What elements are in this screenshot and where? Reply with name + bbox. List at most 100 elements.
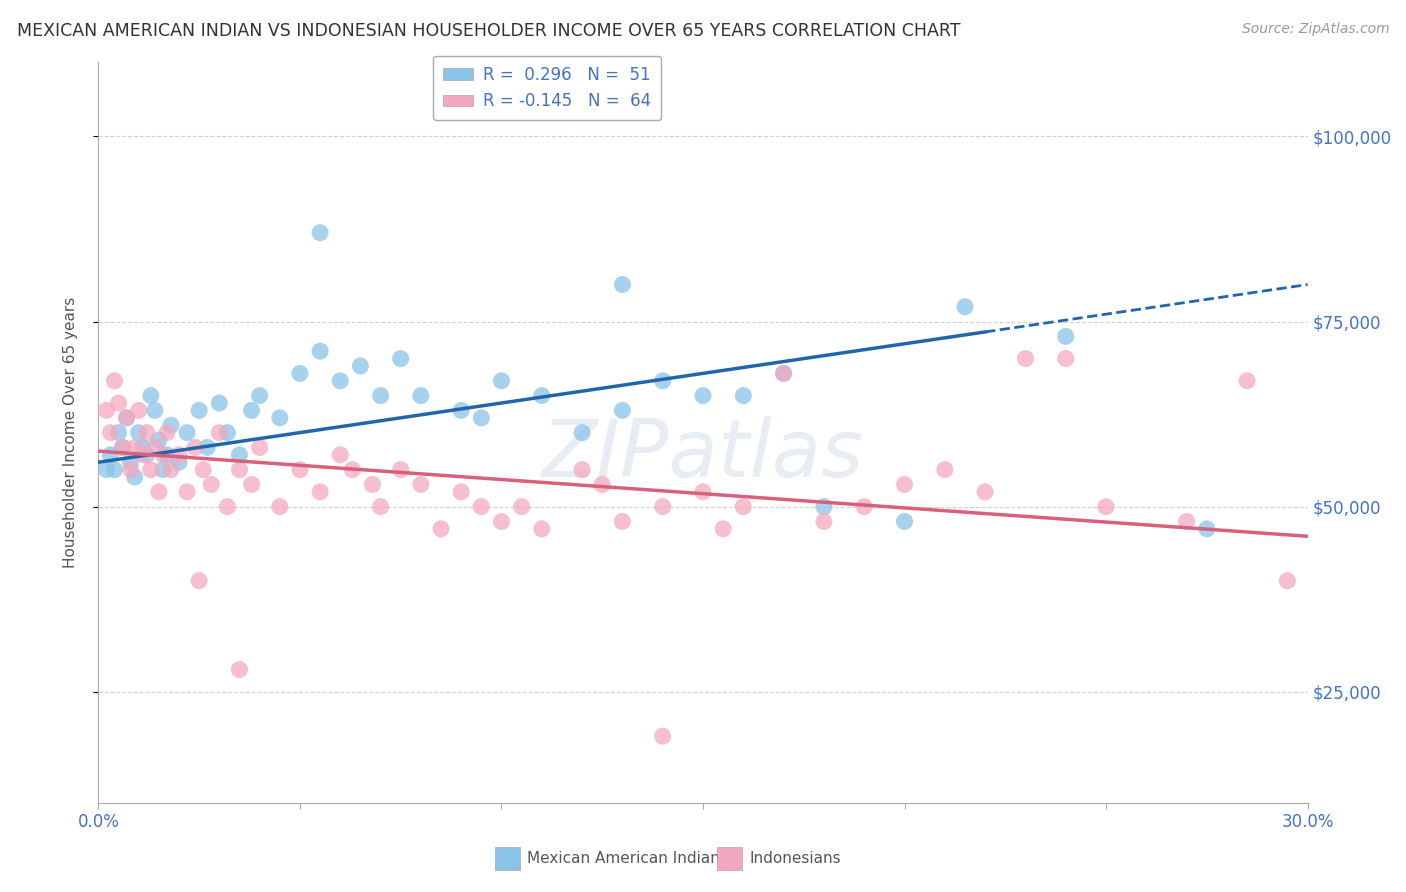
Text: Mexican American Indians: Mexican American Indians — [527, 851, 728, 865]
Point — [370, 389, 392, 403]
Point — [651, 374, 673, 388]
Point — [450, 403, 472, 417]
Point — [132, 441, 155, 455]
Point — [167, 448, 190, 462]
Y-axis label: Householder Income Over 65 years: Householder Income Over 65 years — [63, 297, 77, 568]
Point — [491, 374, 513, 388]
Point — [450, 484, 472, 499]
Point — [176, 484, 198, 499]
Point — [115, 410, 138, 425]
Point — [1054, 329, 1077, 343]
Point — [120, 455, 142, 469]
Point — [1236, 374, 1258, 388]
Point — [470, 500, 492, 514]
Point — [370, 500, 392, 514]
Point — [228, 448, 250, 462]
Point — [692, 389, 714, 403]
Point — [409, 477, 432, 491]
Point — [107, 425, 129, 440]
Point — [269, 410, 291, 425]
Point — [733, 389, 755, 403]
Point — [1095, 500, 1118, 514]
Point — [813, 500, 835, 514]
Point — [711, 522, 734, 536]
Point — [115, 410, 138, 425]
Point — [733, 500, 755, 514]
Point — [132, 448, 155, 462]
Point — [156, 448, 179, 462]
Point — [288, 367, 311, 381]
Point — [530, 389, 553, 403]
Legend: R =  0.296   N =  51, R = -0.145   N =  64: R = 0.296 N = 51, R = -0.145 N = 64 — [433, 56, 661, 120]
Point — [1277, 574, 1299, 588]
Point — [409, 389, 432, 403]
Point — [96, 462, 118, 476]
Point — [309, 226, 332, 240]
Point — [124, 470, 146, 484]
Point — [591, 477, 613, 491]
Point — [612, 403, 634, 417]
Text: Indonesians: Indonesians — [749, 851, 841, 865]
Point — [249, 441, 271, 455]
Point — [156, 425, 179, 440]
Point — [651, 729, 673, 743]
Point — [188, 403, 211, 417]
Point — [217, 425, 239, 440]
Point — [813, 515, 835, 529]
Point — [389, 462, 412, 476]
Point — [1014, 351, 1036, 366]
Point — [124, 441, 146, 455]
Point — [269, 500, 291, 514]
Point — [120, 462, 142, 476]
Point — [974, 484, 997, 499]
Point — [217, 500, 239, 514]
Point — [309, 484, 332, 499]
Point — [612, 277, 634, 292]
Point — [853, 500, 876, 514]
Point — [148, 433, 170, 447]
Point — [111, 441, 134, 455]
Point — [491, 515, 513, 529]
Point — [103, 374, 125, 388]
Point — [1054, 351, 1077, 366]
Point — [240, 403, 263, 417]
Point — [160, 462, 183, 476]
Point — [349, 359, 371, 373]
Point — [160, 418, 183, 433]
Point — [139, 389, 162, 403]
Point — [612, 515, 634, 529]
Point — [228, 663, 250, 677]
Point — [571, 462, 593, 476]
Point — [208, 425, 231, 440]
Point — [152, 462, 174, 476]
Point — [893, 515, 915, 529]
Point — [184, 441, 207, 455]
Point — [342, 462, 364, 476]
Point — [530, 522, 553, 536]
Point — [195, 441, 218, 455]
Point — [329, 448, 352, 462]
Point — [96, 403, 118, 417]
Point — [152, 448, 174, 462]
Point — [309, 344, 332, 359]
Point — [288, 462, 311, 476]
Point — [893, 477, 915, 491]
Point — [772, 367, 794, 381]
Point — [692, 484, 714, 499]
Point — [208, 396, 231, 410]
Point — [128, 425, 150, 440]
Point — [176, 425, 198, 440]
Point — [470, 410, 492, 425]
Point — [389, 351, 412, 366]
Text: Source: ZipAtlas.com: Source: ZipAtlas.com — [1241, 22, 1389, 37]
Point — [128, 403, 150, 417]
Point — [139, 462, 162, 476]
Point — [135, 425, 157, 440]
Point — [228, 462, 250, 476]
Point — [240, 477, 263, 491]
Point — [934, 462, 956, 476]
Point — [329, 374, 352, 388]
Point — [167, 455, 190, 469]
Point — [111, 441, 134, 455]
Text: ZIPatlas: ZIPatlas — [541, 416, 865, 494]
